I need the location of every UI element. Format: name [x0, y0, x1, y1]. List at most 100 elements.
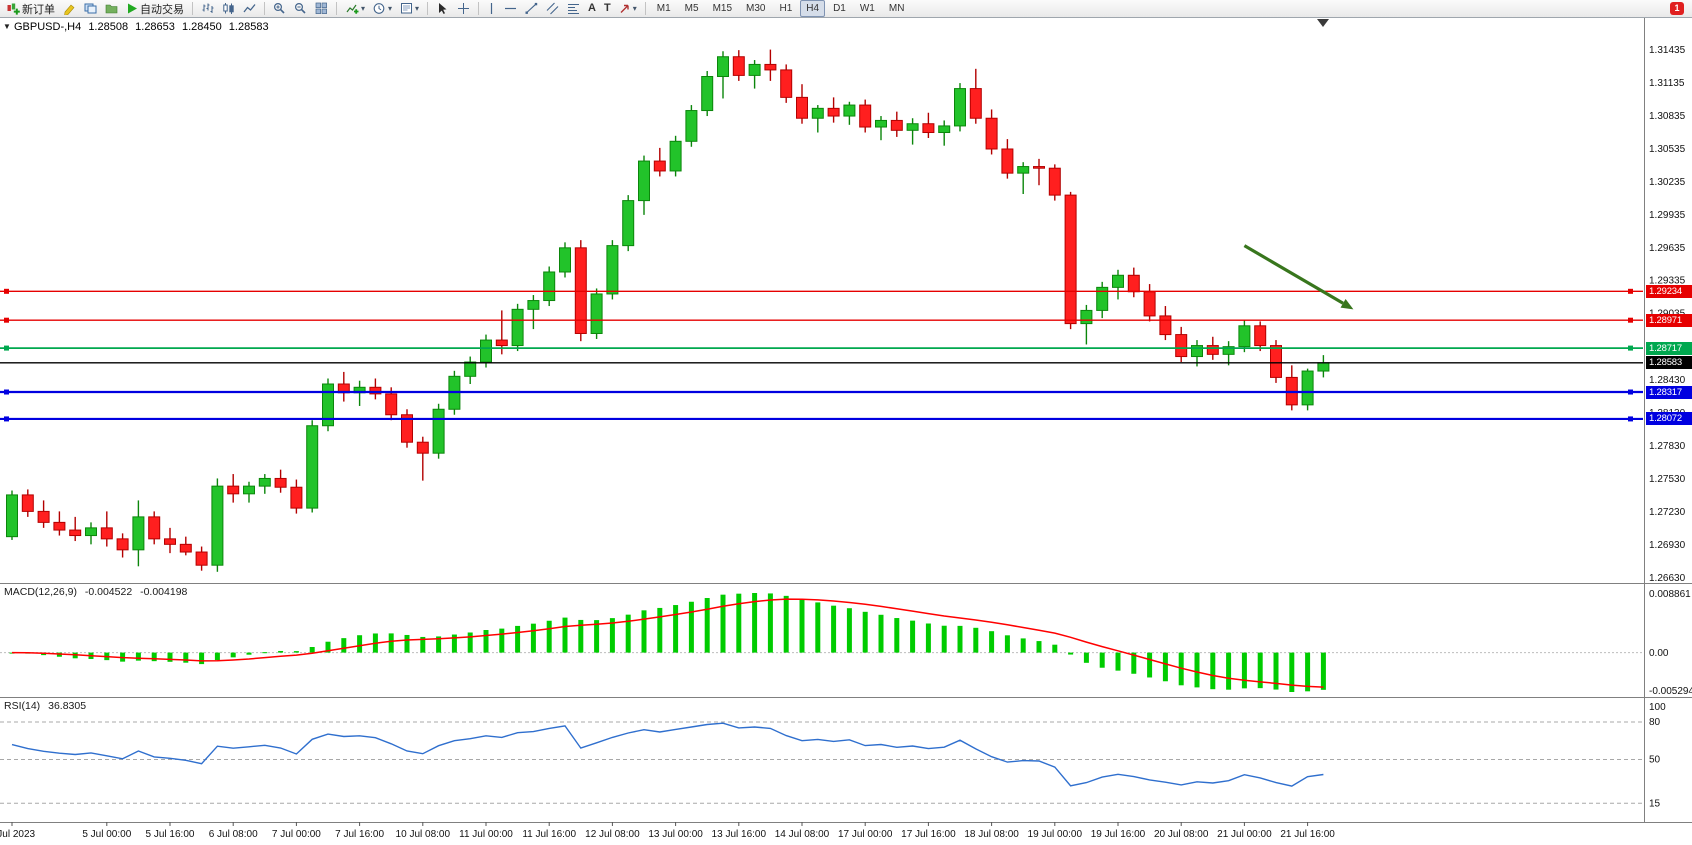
time-axis-label: 19 Jul 16:00 [1091, 829, 1146, 840]
candle [1159, 306, 1172, 341]
candle [306, 420, 319, 513]
new-chart-icon [84, 3, 97, 14]
timeframe-mn-button[interactable]: MN [888, 3, 905, 14]
arrows-tool-button[interactable]: ▾ [616, 1, 640, 17]
candlestick-chart-icon [223, 3, 234, 14]
line-handle[interactable] [4, 416, 9, 422]
time-axis-label: 4 Jul 2023 [0, 829, 36, 840]
template-icon [401, 3, 413, 14]
price-axis-label: 1.29335 [1649, 276, 1686, 287]
metaeditor-icon [64, 4, 75, 15]
tile-windows-button[interactable] [312, 1, 331, 17]
price-axis-label: 1.30535 [1649, 144, 1686, 155]
line-handle[interactable] [4, 389, 9, 395]
text-label-tool-icon: T [604, 2, 611, 14]
profiles-button[interactable] [102, 1, 121, 17]
rsi-axis-label: 80 [1649, 717, 1661, 728]
timeframe-h1-button[interactable]: H1 [779, 3, 793, 14]
candle [764, 49, 777, 81]
candle [590, 288, 603, 339]
time-axis-label: 20 Jul 08:00 [1154, 829, 1209, 840]
time-axis-label: 19 Jul 00:00 [1028, 829, 1083, 840]
line-handle[interactable] [4, 288, 9, 294]
vertical-line-tool-button[interactable] [484, 1, 499, 17]
tile-windows-icon [315, 2, 327, 14]
candle [369, 378, 382, 400]
text-tool-button[interactable]: A [585, 1, 599, 17]
metaeditor-button[interactable] [60, 1, 79, 17]
autotrading-button[interactable]: 自动交易 [123, 1, 187, 17]
time-axis-label: 7 Jul 16:00 [335, 829, 384, 840]
channel-tool-button[interactable] [543, 1, 562, 17]
rsi-value: 36.8305 [48, 700, 87, 712]
add-indicator-icon [346, 4, 359, 14]
candle [243, 481, 255, 503]
timeframe-h4-button[interactable]: H4 [800, 0, 826, 17]
trendline-tool-button[interactable] [522, 1, 541, 17]
arrow-annotation[interactable] [1243, 244, 1354, 310]
chart-type-line-button[interactable] [240, 1, 259, 17]
chart-low-value: 1.28450 [181, 21, 222, 33]
chart-symbol-period: GBPUSD-,H4 [14, 21, 82, 33]
timeframe-m15-button[interactable]: M15 [712, 3, 733, 14]
macd-axis-label: 0.00 [1649, 648, 1669, 659]
clock-icon [373, 3, 385, 14]
candle [622, 195, 635, 252]
zoom-out-button[interactable] [291, 1, 310, 17]
candle [322, 378, 334, 432]
line-handle[interactable] [1628, 416, 1633, 422]
price-badge-1.28583: 1.28583 [1646, 356, 1692, 370]
notification-badge[interactable]: 1 [1670, 2, 1684, 15]
chart-type-bars-button[interactable] [198, 1, 217, 17]
timeframe-m5-button[interactable]: M5 [684, 3, 699, 14]
crosshair-icon [458, 3, 470, 14]
horizontal-line-tool-button[interactable] [501, 1, 520, 17]
line-handle[interactable] [4, 317, 9, 323]
toolbar-separator [192, 2, 193, 15]
candle [1175, 326, 1188, 363]
toolbar-separator [264, 2, 265, 15]
candle [69, 516, 82, 542]
timeframe-d1-button[interactable]: D1 [833, 3, 846, 14]
candle [53, 511, 66, 536]
line-handle[interactable] [1628, 345, 1633, 351]
zoom-in-button[interactable] [270, 1, 289, 17]
candle [1254, 321, 1267, 352]
cursor-tool-button[interactable] [433, 1, 452, 17]
price-badge-1.28717: 1.28717 [1646, 341, 1692, 355]
candle [6, 490, 18, 540]
toolbar-separator [336, 2, 337, 15]
chart-collapse-icon[interactable]: ▼ [3, 22, 11, 31]
candle [938, 120, 951, 146]
candle [1270, 340, 1282, 383]
candle [1112, 269, 1124, 300]
line-handle[interactable] [1628, 288, 1633, 294]
timeframe-w1-button[interactable]: W1 [859, 3, 875, 14]
line-handle[interactable] [1628, 389, 1633, 395]
candle [195, 546, 208, 571]
chart-high-value: 1.28653 [135, 21, 175, 33]
line-handle[interactable] [4, 345, 9, 351]
chart-type-candles-button[interactable] [219, 1, 238, 17]
new-chart-button[interactable] [81, 1, 100, 17]
templates-button[interactable]: ▾ [397, 1, 422, 17]
periods-button[interactable]: ▾ [370, 1, 395, 17]
timeframe-m30-button[interactable]: M30 [746, 3, 766, 14]
price-axis-label: 1.30835 [1649, 111, 1686, 122]
candle [1096, 281, 1109, 319]
candle [748, 60, 761, 89]
timeframe-m1-button[interactable]: M1 [656, 3, 671, 14]
zoom-in-icon [273, 2, 285, 14]
candle [811, 105, 824, 133]
line-handle[interactable] [1628, 317, 1633, 323]
indicators-button[interactable]: ▾ [342, 1, 368, 17]
crosshair-tool-button[interactable] [454, 1, 473, 17]
candle [685, 105, 698, 147]
new-order-button[interactable]: 新订单 [4, 1, 58, 17]
fibonacci-tool-button[interactable] [564, 1, 583, 17]
time-axis-label: 6 Jul 08:00 [209, 829, 258, 840]
text-label-tool-button[interactable]: T [601, 1, 614, 17]
rsi-axis-label: 100 [1649, 702, 1666, 713]
time-axis-label: 21 Jul 16:00 [1280, 829, 1335, 840]
new-order-label: 新订单 [22, 3, 55, 16]
